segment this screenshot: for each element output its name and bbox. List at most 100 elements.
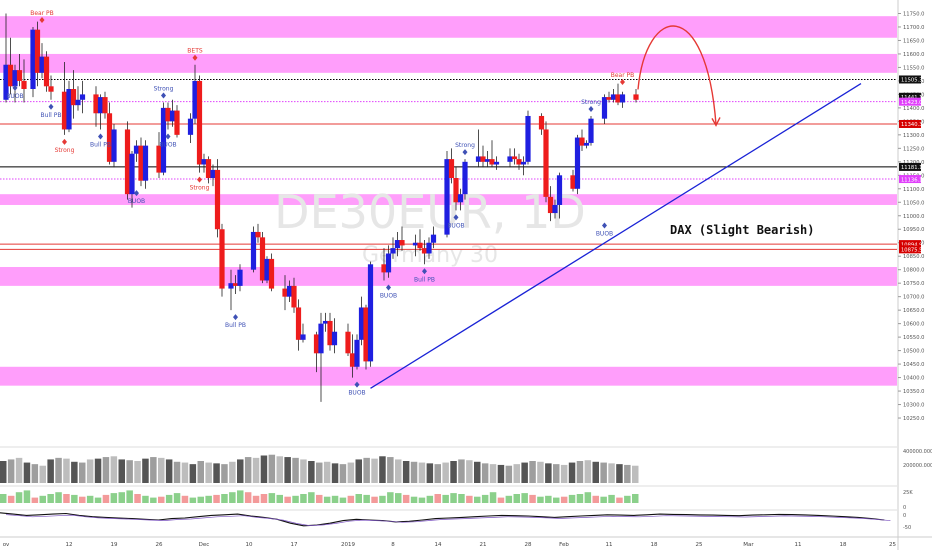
volume-bar bbox=[481, 463, 489, 483]
candle-body bbox=[142, 145, 149, 181]
volume-bar bbox=[521, 462, 528, 483]
price-label-box bbox=[899, 97, 921, 106]
volume-bar bbox=[229, 461, 236, 483]
candle-body bbox=[511, 156, 518, 160]
signal-diamond bbox=[620, 79, 625, 85]
delta-bar bbox=[110, 493, 118, 503]
candle-body bbox=[462, 161, 468, 195]
signal-label: BUOB bbox=[380, 292, 397, 299]
time-tick-label: 11 bbox=[795, 542, 802, 548]
price-label-box bbox=[899, 245, 921, 254]
volume-bar bbox=[189, 464, 197, 483]
candle-body bbox=[390, 248, 396, 254]
candle-body bbox=[507, 156, 513, 162]
volume-bar bbox=[395, 459, 402, 483]
candle-body bbox=[205, 159, 212, 178]
signal-label: Bull PB bbox=[90, 141, 111, 148]
signal-label: BUOB bbox=[128, 198, 145, 205]
time-tick-label: 19 bbox=[111, 542, 118, 548]
signal-diamond bbox=[48, 103, 54, 110]
zone-4 bbox=[0, 366, 897, 386]
candle-body bbox=[201, 159, 207, 165]
signal-diamond bbox=[134, 190, 139, 197]
price-tick-label: 11200.0 bbox=[903, 160, 924, 166]
volume-bar bbox=[47, 459, 54, 483]
zone-3 bbox=[0, 267, 897, 286]
volume-bar bbox=[568, 462, 576, 483]
candle-body bbox=[367, 264, 374, 362]
time-tick-label: 21 bbox=[480, 542, 487, 548]
delta-bar bbox=[308, 492, 315, 503]
candle-body bbox=[61, 91, 68, 130]
volume-bar bbox=[276, 456, 283, 483]
volume-bar bbox=[71, 461, 78, 483]
candle-body bbox=[484, 159, 491, 162]
delta-bar bbox=[252, 495, 260, 503]
signal-label: Bull PB bbox=[41, 112, 62, 119]
delta-bar bbox=[379, 495, 386, 503]
price-tick-label: 10250.0 bbox=[903, 416, 924, 422]
delta-bar bbox=[173, 493, 181, 503]
price-label-box bbox=[899, 240, 921, 249]
signal-diamond bbox=[588, 105, 594, 112]
delta-bar bbox=[31, 497, 39, 503]
volume-bar bbox=[553, 464, 560, 483]
delta-bar bbox=[63, 494, 70, 503]
volume-bar bbox=[110, 456, 118, 483]
delta-bar bbox=[284, 496, 291, 503]
time-tick-label: Dec bbox=[199, 542, 210, 548]
candle-body bbox=[43, 56, 50, 87]
delta-bar bbox=[560, 496, 568, 503]
trendline[interactable] bbox=[370, 83, 862, 389]
volume-bar bbox=[600, 462, 607, 483]
price-label-text: 10875.5 bbox=[901, 248, 922, 254]
volume-bar bbox=[371, 458, 378, 483]
delta-bar bbox=[94, 497, 102, 503]
price-tick-label: 10350.0 bbox=[903, 389, 924, 395]
time-axis[interactable]: ov 12 19 26 Dec 10 17 2019 8 14 21 28 Feb 11 18 25 Mar 11… bbox=[0, 536, 932, 548]
signal-diamond bbox=[233, 314, 238, 321]
delta-bar bbox=[624, 495, 631, 503]
delta-bar bbox=[134, 494, 141, 503]
volume-bar bbox=[379, 456, 386, 483]
delta-bar bbox=[450, 493, 457, 503]
candle-body bbox=[489, 159, 495, 165]
price-label-box bbox=[899, 92, 921, 101]
price-tick-label: 11750.0 bbox=[903, 11, 924, 17]
volume-bar bbox=[31, 464, 39, 483]
volume-bar bbox=[355, 459, 362, 483]
price-label-box bbox=[899, 75, 921, 84]
candle-body bbox=[129, 153, 135, 195]
delta-bar bbox=[197, 496, 204, 503]
delta-bar bbox=[497, 497, 505, 503]
candle-body bbox=[579, 137, 585, 146]
time-tick-label: 18 bbox=[840, 542, 847, 548]
delta-bar bbox=[545, 495, 552, 503]
candle-body bbox=[520, 161, 527, 165]
candle-body bbox=[426, 242, 432, 254]
volume-bar bbox=[197, 461, 204, 483]
candle-body bbox=[421, 248, 428, 254]
delta-bar bbox=[260, 494, 268, 503]
delta-bar bbox=[118, 492, 125, 503]
candle-body bbox=[169, 110, 176, 122]
candle-body bbox=[286, 285, 293, 297]
oscillator-pane: 0 -50 bbox=[0, 509, 911, 531]
candle-body bbox=[210, 169, 216, 178]
signal-diamond bbox=[12, 84, 18, 91]
symbol-watermark: DE30EUR, 1D Germany 30 bbox=[274, 185, 586, 268]
candle-body bbox=[448, 159, 455, 178]
volume-bar bbox=[165, 459, 173, 483]
volume-bar bbox=[537, 461, 544, 483]
delta-bar bbox=[150, 497, 157, 503]
candle-body bbox=[417, 242, 423, 249]
zone-1 bbox=[0, 53, 897, 73]
candle-body bbox=[160, 107, 167, 173]
annotation-dax[interactable]: DAX (Slight Bearish) bbox=[670, 223, 815, 237]
candle-body bbox=[457, 194, 464, 203]
delta-bar bbox=[568, 494, 576, 503]
price-label-text: 10894.9 bbox=[901, 242, 922, 248]
candle-body bbox=[268, 258, 275, 289]
price-tick-label: 11300.0 bbox=[903, 133, 924, 139]
signal-diamond bbox=[386, 284, 391, 291]
